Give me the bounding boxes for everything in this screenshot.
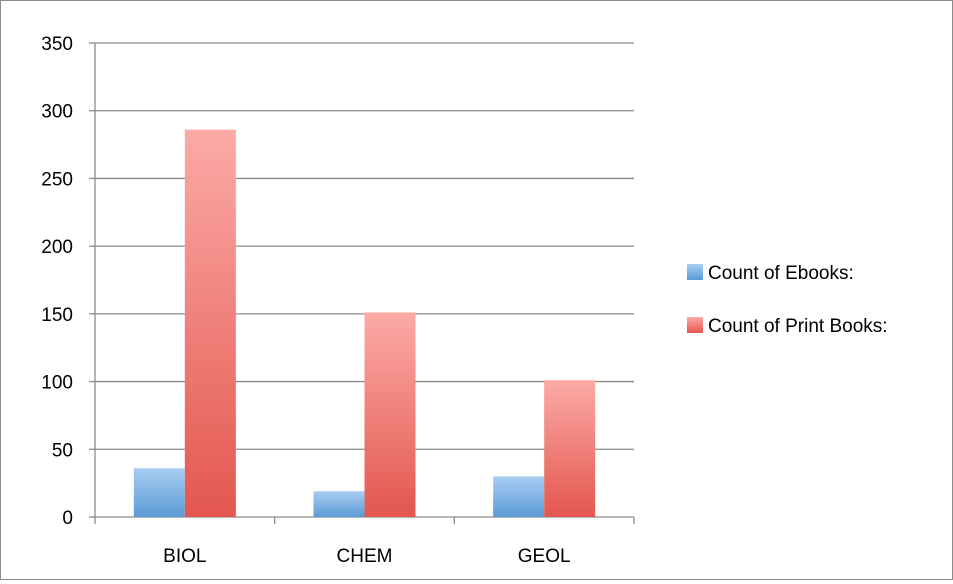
legend: Count of Ebooks: Count of Print Books: xyxy=(687,263,888,337)
y-tick-label: 300 xyxy=(41,102,73,123)
bar-chem-series-1 xyxy=(313,491,365,517)
bar-biol-series-1 xyxy=(133,468,185,517)
y-tick-label: 50 xyxy=(52,440,73,461)
x-tick-label: CHEM xyxy=(337,546,393,567)
bar-geol-series-1 xyxy=(493,476,545,517)
bars xyxy=(133,129,596,517)
bar-biol-series-2 xyxy=(184,129,236,517)
y-tick-label: 200 xyxy=(41,237,73,258)
y-tick-label: 350 xyxy=(41,34,73,55)
y-tick-label: 100 xyxy=(41,373,73,394)
y-tick-label: 250 xyxy=(41,169,73,190)
bar-geol-series-2 xyxy=(544,380,596,517)
x-tick-label: BIOL xyxy=(163,546,206,567)
tick-labels: 0 50 100 150 200 250 300 350 BIOL CHEM GEOL xyxy=(41,34,570,567)
legend-label: Count of Ebooks: xyxy=(708,263,854,284)
legend-swatch xyxy=(687,317,703,333)
y-tick-label: 0 xyxy=(62,508,73,529)
bar-chem-series-2 xyxy=(364,312,416,517)
y-tick-label: 150 xyxy=(41,305,73,326)
legend-label: Count of Print Books: xyxy=(708,316,888,337)
legend-swatch xyxy=(687,264,703,280)
x-tick-label: GEOL xyxy=(518,546,571,567)
